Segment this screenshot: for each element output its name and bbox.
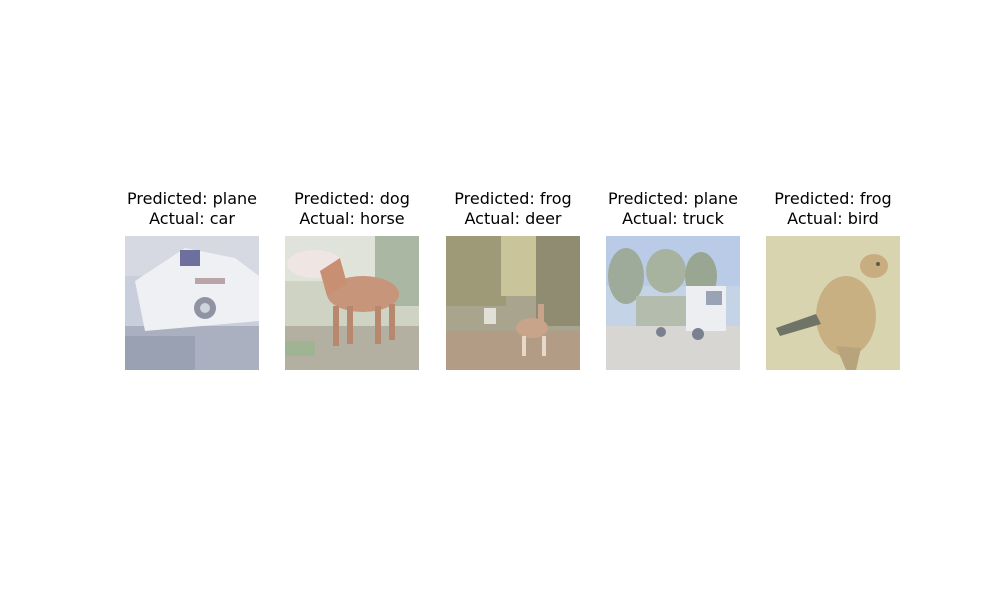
- actual-label: Actual: bird: [787, 209, 879, 228]
- horse-image: [285, 236, 419, 370]
- panel-title: Predicted: frog Actual: deer: [416, 189, 610, 229]
- deer-image: [446, 236, 580, 370]
- predicted-label: Predicted: plane: [608, 189, 738, 208]
- actual-label: Actual: truck: [622, 209, 724, 228]
- panel-title: Predicted: frog Actual: bird: [736, 189, 930, 229]
- predicted-label: Predicted: dog: [294, 189, 410, 208]
- actual-label: Actual: horse: [299, 209, 405, 228]
- actual-label: Actual: deer: [464, 209, 562, 228]
- predicted-label: Predicted: frog: [454, 189, 572, 208]
- panel-title: Predicted: plane Actual: car: [95, 189, 289, 229]
- predicted-label: Predicted: frog: [774, 189, 892, 208]
- panel-title: Predicted: plane Actual: truck: [576, 189, 770, 229]
- actual-label: Actual: car: [149, 209, 235, 228]
- predicted-label: Predicted: plane: [127, 189, 257, 208]
- truck-image: [606, 236, 740, 370]
- car-image: [125, 236, 259, 370]
- bird-image: [766, 236, 900, 370]
- panel-title: Predicted: dog Actual: horse: [255, 189, 449, 229]
